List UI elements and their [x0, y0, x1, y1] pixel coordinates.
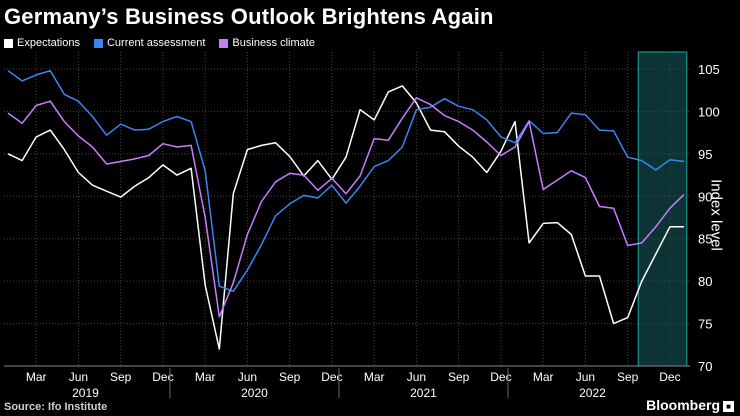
x-tick-label: Dec — [490, 370, 511, 384]
x-tick-label: Jun — [576, 370, 595, 384]
legend: Expectations Current assessment Business… — [4, 37, 315, 49]
legend-item-business-climate: Business climate — [219, 37, 315, 49]
x-year-label: 2021 — [410, 386, 437, 400]
series-line-current-assessment — [7, 69, 685, 293]
x-tick-label: Mar — [195, 370, 216, 384]
x-year-label: 2020 — [241, 386, 268, 400]
y-axis-label: Index level — [707, 179, 725, 251]
y-tick-label: 100 — [698, 104, 720, 119]
x-tick-label: Mar — [26, 370, 47, 384]
x-tick-label: Dec — [321, 370, 342, 384]
x-tick-label: Sep — [279, 370, 301, 384]
bloomberg-terminal-icon: ■ — [723, 401, 734, 412]
legend-label-current-assessment: Current assessment — [106, 37, 206, 49]
x-tick-label: Jun — [407, 370, 426, 384]
legend-label-business-climate: Business climate — [232, 37, 315, 49]
legend-label-expectations: Expectations — [17, 37, 80, 49]
y-tick-label: 95 — [698, 147, 712, 162]
series-line-business-climate — [7, 97, 685, 318]
y-tick-label: 85 — [698, 232, 712, 247]
legend-swatch-expectations — [4, 38, 13, 48]
x-tick-label: Sep — [617, 370, 639, 384]
x-year-label: 2019 — [72, 386, 99, 400]
legend-swatch-current-assessment — [93, 38, 103, 48]
y-tick-label: 90 — [698, 189, 712, 204]
x-tick-label: Sep — [448, 370, 470, 384]
x-tick-label: Jun — [69, 370, 88, 384]
x-tick-label: Jun — [238, 370, 257, 384]
chart-title: Germany’s Business Outlook Brightens Aga… — [4, 4, 494, 29]
x-tick-label: Mar — [364, 370, 385, 384]
bloomberg-logo: Bloomberg — [646, 397, 720, 413]
y-tick-label: 75 — [698, 317, 712, 332]
source-note: Source: Ifo Institute — [4, 401, 108, 413]
x-tick-label: Sep — [110, 370, 132, 384]
x-tick-label: Dec — [659, 370, 680, 384]
x-year-label: 2022 — [579, 386, 606, 400]
x-tick-label: Dec — [152, 370, 173, 384]
legend-swatch-business-climate — [219, 38, 229, 48]
y-tick-label: 105 — [698, 62, 720, 77]
highlight-band — [637, 51, 688, 367]
y-tick-label: 80 — [698, 274, 712, 289]
x-tick-label: Mar — [533, 370, 554, 384]
y-tick-label: 70 — [698, 359, 712, 374]
series-line-expectations — [7, 85, 684, 350]
legend-item-expectations: Expectations — [4, 37, 80, 49]
legend-item-current-assessment: Current assessment — [93, 37, 206, 49]
